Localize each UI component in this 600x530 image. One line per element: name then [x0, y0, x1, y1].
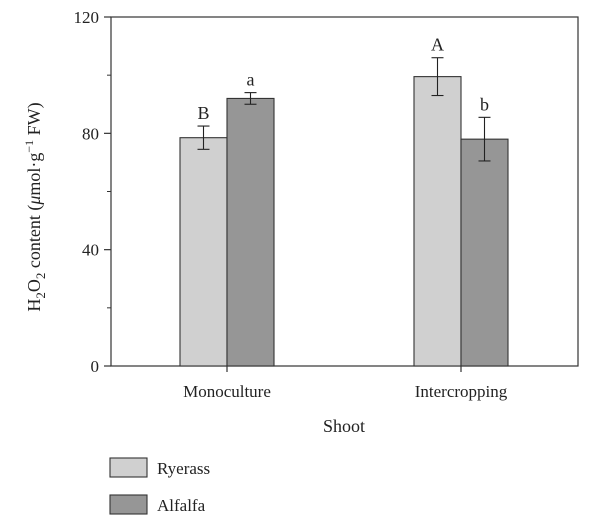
- y-tick-label: 40: [82, 241, 99, 260]
- x-axis-ticks: Monoculture Intercropping: [183, 366, 508, 401]
- x-tick-label-intercropping: Intercropping: [415, 382, 508, 401]
- legend: Ryerass Alfalfa: [109, 457, 210, 515]
- error-bar: [478, 116, 491, 162]
- legend-swatch-ryerass: [109, 457, 148, 478]
- y-tick-label: 120: [74, 8, 100, 27]
- significance-labels: B Aa b: [197, 35, 489, 123]
- y-axis-title: H2O2 content (μmol·g−1 FW): [22, 102, 48, 311]
- error-bars: [197, 57, 491, 162]
- bar-ryerass-intercropping: [413, 76, 462, 367]
- legend-label-ryerass: Ryerass: [157, 459, 210, 478]
- legend-label-alfalfa: Alfalfa: [157, 496, 206, 515]
- bar-alfalfa-intercropping: [460, 138, 509, 367]
- significance-label: a: [247, 70, 255, 90]
- legend-swatch-alfalfa: [109, 494, 148, 515]
- significance-label: b: [480, 94, 489, 114]
- x-axis-title: Shoot: [323, 416, 365, 436]
- error-bar: [431, 57, 444, 97]
- bar-ryerass-monoculture: [179, 137, 228, 367]
- error-bar: [244, 92, 257, 105]
- x-tick-label-monoculture: Monoculture: [183, 382, 271, 401]
- error-bar: [197, 125, 210, 150]
- significance-label: B: [197, 103, 209, 123]
- bar-alfalfa-monoculture: [226, 97, 275, 367]
- y-tick-label: 80: [82, 124, 99, 143]
- y-tick-label: 0: [91, 357, 100, 376]
- y-axis-ticks: 0 40 80 120: [74, 8, 111, 376]
- bars: [179, 76, 509, 367]
- significance-label: A: [431, 35, 444, 55]
